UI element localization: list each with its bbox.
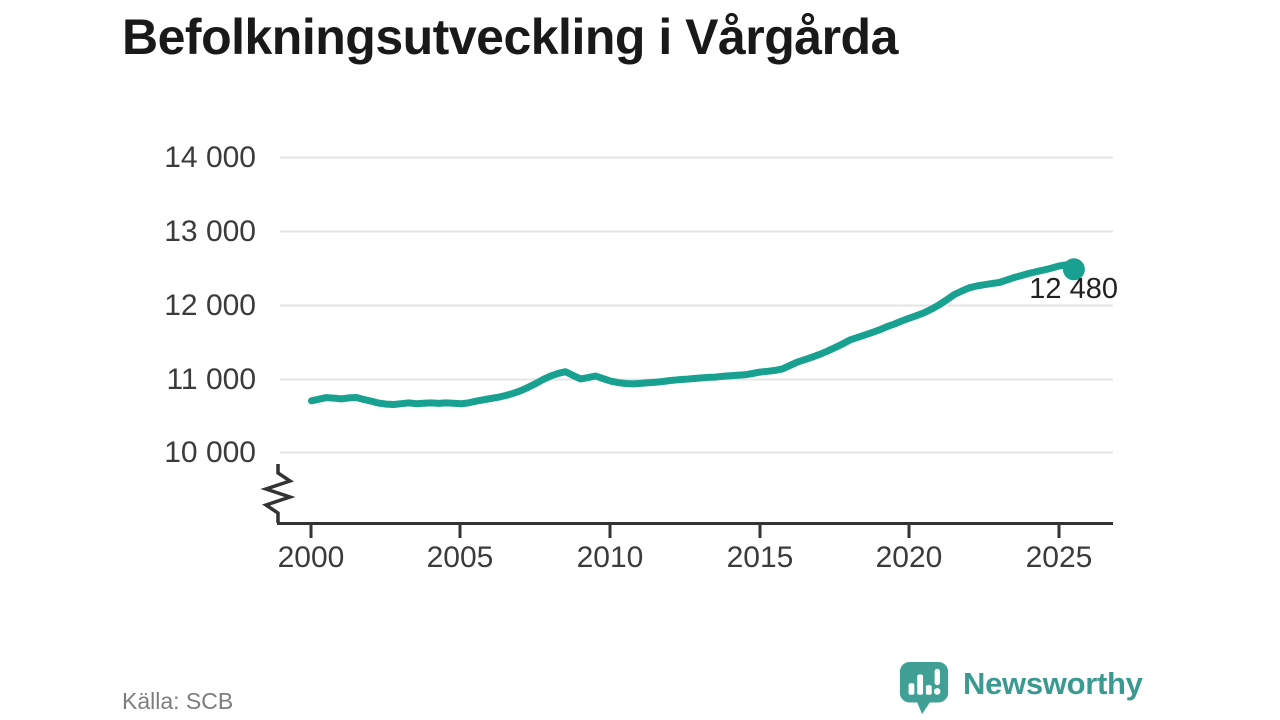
y-axis-tick-label: 14 000 [164,141,256,174]
newsworthy-logo-text: Newsworthy [963,666,1143,701]
source-label: Källa: SCB [122,688,234,714]
x-axis-tick-label: 2005 [426,541,494,574]
x-axis-tick-label: 2015 [726,541,794,574]
logo-bar [908,683,915,695]
x-axis-tick-label: 2020 [875,541,943,574]
y-axis-tick-label: 12 000 [164,289,256,322]
x-axis-tick-label: 2010 [576,541,644,574]
x-axis-tick-label: 2025 [1025,541,1093,574]
newsworthy-logo: Newsworthy [897,660,1143,718]
y-axis-tick-label: 11 000 [166,363,256,396]
population-line [308,261,1078,408]
y-axis-tick-label: 13 000 [164,215,256,248]
chart-title: Befolkningsutveckling i Vårgårda [122,9,898,65]
x-axis-tick-label: 2000 [277,541,345,574]
newsworthy-logo-icon [899,662,949,715]
end-point-dot [1062,258,1085,281]
logo-bar [925,685,932,695]
logo-bar [917,674,924,695]
y-axis-tick-label: 10 000 [164,436,256,469]
axis-break-mark [260,464,296,523]
end-value-label: 12 480 [1029,273,1118,305]
logo-exclamation [934,668,940,686]
logo-exclamation-dot [933,688,941,695]
